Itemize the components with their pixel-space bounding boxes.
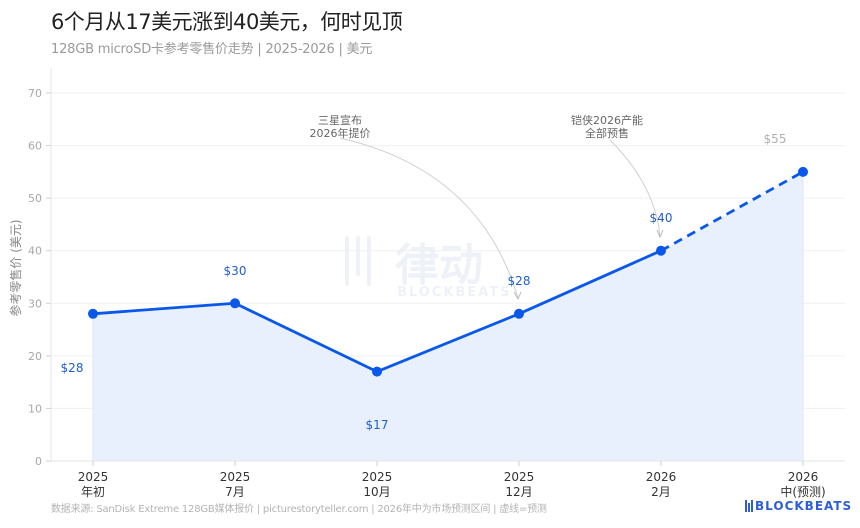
svg-text:30: 30 xyxy=(28,297,42,310)
data-points xyxy=(88,166,808,377)
svg-text:$40: $40 xyxy=(650,211,673,225)
svg-text:20: 20 xyxy=(28,350,42,363)
svg-text:40: 40 xyxy=(28,245,42,258)
svg-text:BLOCKBEATS: BLOCKBEATS xyxy=(397,285,511,300)
svg-text:2026: 2026 xyxy=(788,470,819,484)
logo-bars-icon xyxy=(745,500,753,512)
svg-text:10月: 10月 xyxy=(363,485,390,499)
svg-text:$30: $30 xyxy=(224,264,247,278)
svg-text:50: 50 xyxy=(28,192,42,205)
data-labels: $28 $30 $17 $28 $40 $55 xyxy=(61,132,787,432)
svg-text:中(预测): 中(预测) xyxy=(780,484,825,499)
svg-text:7月: 7月 xyxy=(225,485,245,499)
svg-text:$28: $28 xyxy=(61,361,84,375)
svg-text:12月: 12月 xyxy=(505,485,532,499)
svg-text:2025: 2025 xyxy=(504,470,535,484)
area-fill xyxy=(92,171,804,461)
svg-text:2025: 2025 xyxy=(220,470,251,484)
svg-text:2月: 2月 xyxy=(651,485,671,499)
svg-text:70: 70 xyxy=(28,87,42,100)
svg-text:$28: $28 xyxy=(508,274,531,288)
svg-text:2025: 2025 xyxy=(362,470,393,484)
svg-text:10: 10 xyxy=(28,402,42,415)
svg-text:$17: $17 xyxy=(366,418,389,432)
chart-subtitle: 128GB microSD卡参考零售价走势 | 2025-2026 | 美元 xyxy=(51,42,373,57)
svg-text:2025: 2025 xyxy=(78,470,109,484)
svg-text:参考零售价 (美元): 参考零售价 (美元) xyxy=(8,219,23,316)
svg-text:三星宣布: 三星宣布 xyxy=(318,113,362,127)
svg-text:律动: 律动 xyxy=(395,240,483,291)
svg-text:年初: 年初 xyxy=(81,485,105,499)
svg-text:60: 60 xyxy=(28,140,42,153)
svg-text:$55: $55 xyxy=(764,132,787,146)
brand-logo: BLOCKBEATS xyxy=(745,499,852,513)
svg-text:2026年提价: 2026年提价 xyxy=(310,126,371,140)
chart-title: 6个月从17美元涨到40美元，何时见顶 xyxy=(51,10,403,34)
svg-text:2026: 2026 xyxy=(646,470,677,484)
source-note: 数据来源: SanDisk Extreme 128GB媒体报价 | pictur… xyxy=(51,504,547,515)
svg-text:0: 0 xyxy=(35,455,42,468)
svg-text:铠侠2026产能: 铠侠2026产能 xyxy=(571,113,643,127)
brand-text: BLOCKBEATS xyxy=(755,499,853,513)
svg-text:全部预售: 全部预售 xyxy=(585,126,629,140)
